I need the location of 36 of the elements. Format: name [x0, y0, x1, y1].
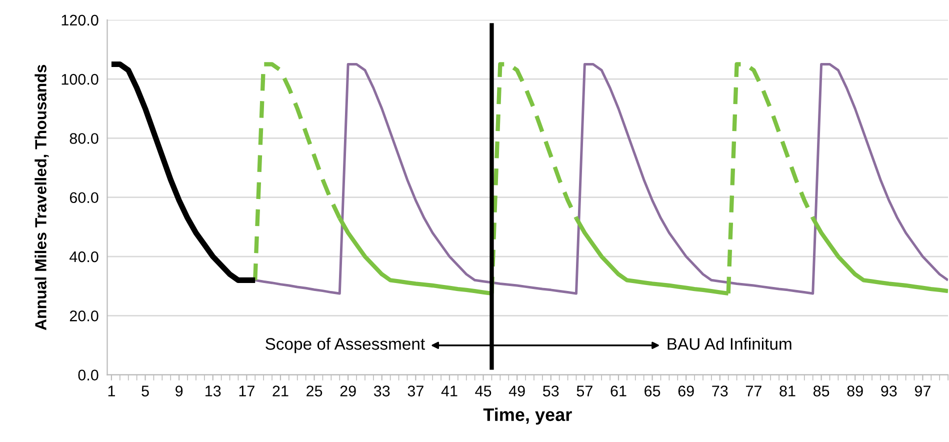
x-tick-label: 97 [914, 386, 930, 396]
annotation: Scope of Assessment [266, 338, 425, 354]
x-tick-label: 93 [881, 386, 897, 396]
x-tick-label: 33 [374, 386, 390, 396]
x-tick-label: 29 [340, 386, 356, 396]
y-tick-label: 20.0 [70, 310, 98, 322]
y-tick-label: 100.0 [62, 74, 98, 85]
y-tick-label: 120.0 [62, 14, 98, 26]
x-tick-label: 77 [746, 386, 762, 396]
x-tick-label: 45 [475, 386, 492, 396]
x-tick-label: 73 [712, 386, 728, 396]
x-tick-label: 57 [576, 386, 592, 396]
x-tick-label: 1 [108, 386, 115, 396]
y-tick-label: 0.0 [78, 370, 98, 380]
x-tick-label: 53 [543, 386, 559, 396]
x-tick-label: 21 [272, 386, 288, 396]
y-tick-label: 40.0 [70, 251, 98, 262]
x-tick-label: 13 [206, 386, 221, 396]
y-tick-label: 80.0 [70, 133, 98, 144]
x-axis-title: Time, year [483, 408, 572, 425]
x-tick-label: 5 [142, 386, 149, 396]
x-tick-label: 37 [408, 386, 424, 396]
x-tick-label: 17 [239, 386, 254, 396]
y-tick-label: 60.0 [70, 192, 98, 204]
x-tick-label: 65 [644, 386, 660, 396]
x-tick-label: 49 [508, 386, 525, 396]
x-tick-label: 89 [847, 386, 863, 396]
x-tick-label: 9 [176, 386, 183, 396]
x-tick-label: 41 [441, 386, 458, 396]
annotation: BAU Ad Infinitum [668, 338, 792, 350]
x-tick-label: 25 [306, 386, 322, 396]
x-tick-label: 61 [610, 386, 626, 396]
x-tick-label: 69 [678, 386, 694, 396]
y-axis-title: Annual Miles Travelled, Thousands [34, 64, 49, 330]
x-tick-label: 81 [780, 386, 796, 396]
x-tick-label: 85 [813, 386, 830, 396]
